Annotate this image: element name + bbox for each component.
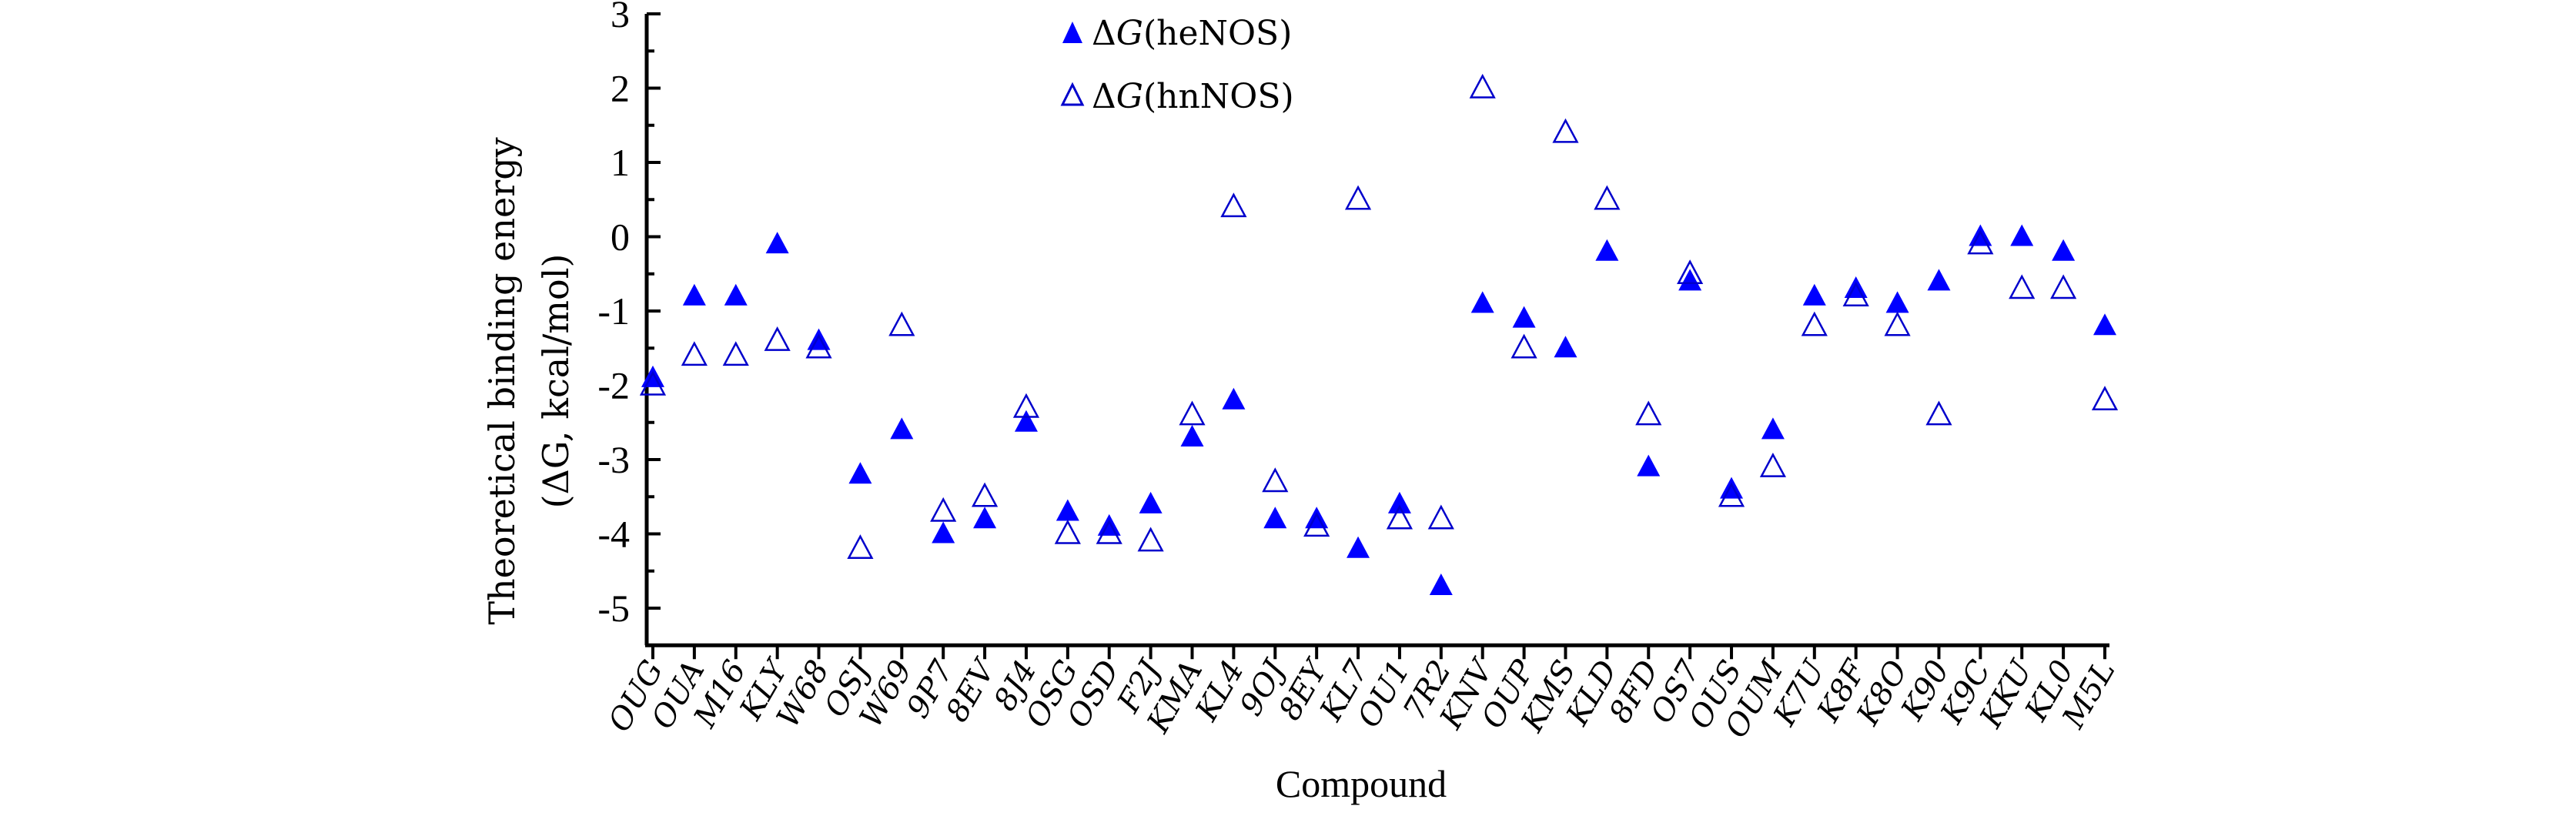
- henos-filled-triangle-icon: [1014, 410, 1038, 432]
- henos-filled-triangle-icon: [1844, 276, 1868, 299]
- x-axis-label: Compound: [1276, 762, 1447, 805]
- legend-filled-triangle-icon: [1062, 22, 1082, 43]
- henos-filled-triangle-icon: [1180, 425, 1204, 447]
- legend-open-triangle-icon: [1060, 82, 1085, 106]
- henos-filled-triangle-icon: [1554, 336, 1577, 358]
- henos-filled-triangle-icon: [2010, 224, 2034, 246]
- hnnos-open-triangle-icon: [1096, 519, 1122, 544]
- hnnos-open-triangle-icon: [764, 326, 791, 351]
- henos-filled-triangle-icon: [1637, 454, 1661, 477]
- hnnos-open-triangle-icon: [1594, 185, 1621, 210]
- y-tick-label: -3: [597, 438, 630, 481]
- hnnos-open-triangle-icon: [639, 370, 667, 396]
- henos-filled-triangle-icon: [2052, 239, 2076, 261]
- henos-filled-triangle-icon: [1305, 507, 1329, 529]
- henos-filled-triangle-icon: [1802, 283, 1826, 306]
- hnnos-open-triangle-icon: [1386, 504, 1413, 530]
- hnnos-open-triangle-icon: [1884, 311, 1911, 336]
- hnnos-open-triangle-icon: [1677, 259, 1704, 284]
- hnnos-open-triangle-icon: [888, 311, 915, 336]
- y-tick-label: 1: [611, 141, 630, 184]
- hnnos-open-triangle-icon: [847, 534, 874, 560]
- henos-filled-triangle-icon: [1429, 574, 1453, 596]
- hnnos-open-triangle-icon: [1262, 467, 1289, 493]
- henos-filled-triangle-icon: [1678, 269, 1702, 291]
- henos-filled-triangle-icon: [1097, 513, 1121, 536]
- hnnos-open-triangle-icon: [1054, 519, 1081, 544]
- y-tick-label: -5: [597, 587, 630, 630]
- hnnos-open-triangle-icon: [1925, 400, 1952, 426]
- henos-filled-triangle-icon: [2093, 313, 2116, 336]
- data-points: [639, 73, 2119, 596]
- hnnos-open-triangle-icon: [1220, 192, 1247, 218]
- hnnos-open-triangle-icon: [805, 333, 832, 359]
- axes: [644, 14, 2109, 647]
- henos-filled-triangle-icon: [1927, 269, 1951, 291]
- henos-filled-triangle-icon: [1263, 507, 1287, 529]
- hnnos-open-triangle-icon: [1137, 527, 1164, 552]
- hnnos-open-triangle-icon: [1801, 311, 1828, 336]
- y-axis-label-line2: (ΔG, kcal/mol): [535, 254, 577, 509]
- y-tick-label: -2: [597, 364, 630, 407]
- henos-filled-triangle-icon: [641, 365, 664, 387]
- henos-filled-triangle-icon: [1595, 239, 1619, 261]
- y-axis-ticks: 3 2 1 0 -1 -2 -3 -4 -5: [597, 0, 661, 647]
- henos-filled-triangle-icon: [1387, 491, 1411, 513]
- y-tick-label: 3: [611, 0, 630, 35]
- hnnos-open-triangle-icon: [722, 341, 749, 366]
- henos-filled-triangle-icon: [1139, 491, 1163, 513]
- y-axis-label-line1: Theoretical binding energy: [481, 137, 523, 624]
- y-tick-label: -4: [597, 513, 630, 556]
- henos-filled-triangle-icon: [1055, 499, 1079, 521]
- henos-filled-triangle-icon: [932, 521, 955, 543]
- hnnos-open-triangle-icon: [2091, 386, 2119, 411]
- hnnos-open-triangle-icon: [1303, 512, 1330, 537]
- henos-filled-triangle-icon: [1761, 417, 1785, 440]
- hnnos-open-triangle-icon: [1510, 333, 1537, 359]
- hnnos-open-triangle-icon: [1552, 118, 1579, 143]
- hnnos-open-triangle-icon: [1967, 229, 1994, 255]
- legend: ΔG(heNOS) ΔG(hnNOS): [1060, 14, 1294, 116]
- hnnos-open-triangle-icon: [1469, 73, 1496, 99]
- hnnos-open-triangle-icon: [1179, 400, 1206, 426]
- henos-filled-triangle-icon: [724, 283, 748, 306]
- hnnos-open-triangle-icon: [1344, 185, 1372, 210]
- hnnos-open-triangle-icon: [2050, 274, 2077, 299]
- hnnos-open-triangle-icon: [1635, 400, 1662, 426]
- henos-filled-triangle-icon: [973, 507, 997, 529]
- hnnos-open-triangle-icon: [1718, 482, 1745, 507]
- henos-filled-triangle-icon: [1969, 224, 1992, 246]
- hnnos-open-triangle-icon: [930, 497, 957, 522]
- hnnos-open-triangle-icon: [1427, 504, 1454, 530]
- hnnos-open-triangle-icon: [971, 482, 999, 507]
- hnnos-open-triangle-icon: [1012, 393, 1040, 418]
- y-tick-label: 2: [611, 67, 630, 110]
- hnnos-open-triangle-icon: [1842, 282, 1869, 306]
- y-tick-label: 0: [611, 216, 630, 259]
- hnnos-open-triangle-icon: [681, 341, 708, 366]
- henos-filled-triangle-icon: [890, 417, 914, 440]
- henos-filled-triangle-icon: [1512, 306, 1536, 328]
- y-tick-label: -1: [597, 289, 630, 333]
- henos-filled-triangle-icon: [1885, 291, 1909, 313]
- henos-filled-triangle-icon: [765, 232, 789, 254]
- hnnos-open-triangle-icon: [1759, 453, 1787, 477]
- henos-filled-triangle-icon: [682, 283, 706, 306]
- henos-filled-triangle-icon: [1222, 387, 1246, 410]
- legend-label-hnnos: ΔG(hnNOS): [1092, 77, 1294, 116]
- henos-filled-triangle-icon: [807, 328, 831, 350]
- henos-filled-triangle-icon: [1470, 291, 1494, 313]
- henos-filled-triangle-icon: [848, 462, 872, 484]
- hnnos-open-triangle-icon: [2009, 274, 2036, 299]
- x-axis-ticks: OUGOUAM16KLYW68OSJW699P78EV8J4OSGOSDF2JK…: [602, 645, 2123, 744]
- henos-filled-triangle-icon: [1720, 477, 1744, 499]
- henos-filled-triangle-icon: [1347, 536, 1370, 558]
- legend-label-henos: ΔG(heNOS): [1092, 14, 1292, 53]
